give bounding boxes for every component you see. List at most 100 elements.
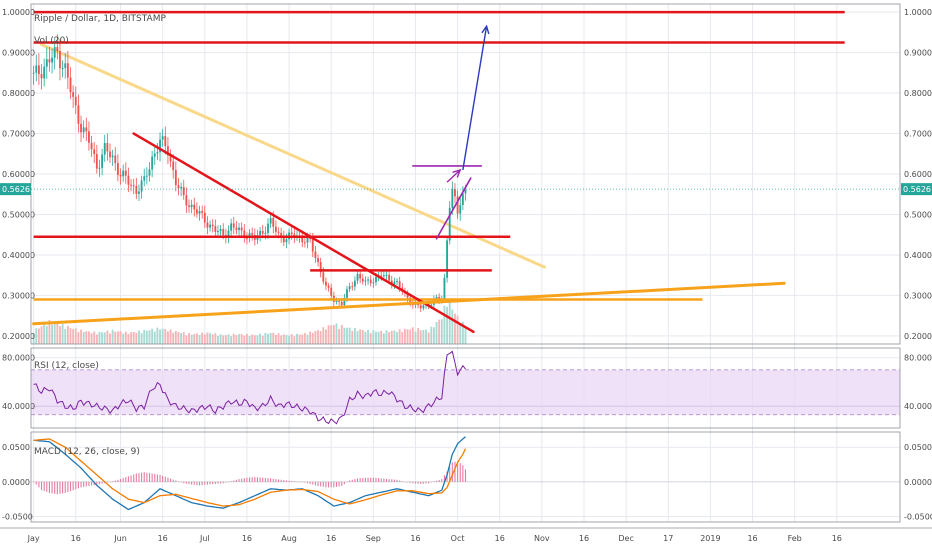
macd-histogram-bar (275, 479, 277, 482)
macd-histogram-bar (264, 477, 266, 482)
volume-bar (206, 332, 209, 344)
macd-histogram-bar (338, 481, 340, 487)
x-tick-label: 16 (242, 534, 252, 543)
macd-histogram-bar (351, 479, 353, 482)
macd-histogram-bar (341, 481, 343, 486)
macd-histogram-bar (449, 466, 451, 482)
macd-histogram-bar (143, 472, 145, 482)
macd-histogram-bar (238, 479, 240, 482)
volume-bar (124, 331, 127, 344)
rsi-band (31, 369, 900, 415)
macd-histogram-bar (301, 481, 303, 483)
candle-body (222, 229, 225, 236)
candle-body (82, 127, 85, 133)
x-tick-label: Aug (281, 534, 297, 543)
macd-histogram-bar (101, 481, 103, 484)
candle-body (238, 227, 240, 231)
macd-histogram-bar (370, 477, 372, 482)
volume-bar (232, 333, 235, 344)
volume-bar (211, 334, 214, 344)
volume-bar (404, 328, 406, 344)
candle-body (409, 297, 412, 305)
macd-histogram-bar (314, 481, 316, 486)
macd-histogram-bar (312, 481, 314, 485)
volume-bar (243, 335, 246, 344)
macd-histogram-bar (62, 481, 64, 494)
macd-histogram-bar (48, 481, 50, 493)
candle-body (246, 238, 248, 240)
macd-histogram-bar (412, 481, 414, 484)
candle-body (264, 232, 267, 234)
candle-body (343, 297, 346, 306)
candle-body (140, 180, 143, 192)
candle-body (169, 155, 172, 162)
macd-histogram-bar (333, 481, 335, 488)
volume-bar (132, 331, 135, 344)
macd-histogram-bar (320, 481, 322, 487)
macd-histogram-bar (185, 481, 187, 484)
rsi-line (33, 350, 466, 425)
candle-body (48, 59, 51, 63)
macd-histogram-bar (354, 479, 356, 482)
candle-body (375, 276, 377, 283)
volume-bar (156, 327, 159, 344)
macd-histogram-bar (64, 481, 66, 493)
candle-body (56, 47, 59, 52)
y-tick-label-left: -0.0500 (2, 512, 33, 521)
volume-bar (440, 319, 443, 344)
macd-histogram-bar (117, 479, 119, 482)
candle-body (306, 237, 309, 243)
purple-trend-line (435, 177, 472, 240)
candle-body (353, 280, 356, 287)
candle-body (435, 296, 438, 300)
macd-histogram-bar (443, 475, 445, 482)
macd-histogram-bar (435, 480, 438, 482)
macd-histogram-bar (193, 481, 195, 485)
volume-bar (325, 329, 327, 344)
macd-histogram-bar (162, 475, 164, 482)
y-tick-label-right: 0.0500 (904, 443, 932, 452)
macd-histogram-bar (359, 478, 361, 482)
macd-histogram-bar (191, 481, 193, 485)
volume-bar (153, 331, 156, 344)
macd-histogram-bar (280, 479, 282, 482)
candle-body (388, 274, 391, 281)
blue-target-arrow (462, 26, 488, 171)
macd-histogram-bar (304, 481, 306, 483)
macd-histogram-bar (259, 477, 261, 482)
volume-bar (82, 332, 85, 344)
volume-bar (159, 329, 161, 344)
x-tick-label: Dec (618, 534, 633, 543)
x-tick-label: Oct (451, 534, 465, 543)
volume-bar (45, 325, 48, 344)
volume-bar (359, 329, 362, 344)
volume-bar (454, 313, 456, 344)
volume-bar (114, 331, 117, 344)
y-tick-label-right: 0.60000 (904, 170, 932, 179)
current-price-badge-left-text: 0.56261 (2, 185, 35, 194)
volume-bar (238, 334, 240, 344)
volume-bar (425, 329, 427, 344)
volume-label: Vol (20) (34, 36, 69, 46)
candle-body (443, 277, 446, 300)
candle-body (396, 281, 398, 283)
x-tick-label: 17 (663, 534, 673, 543)
purple-arrow-head (452, 168, 462, 178)
volume-bar (285, 334, 288, 344)
macd-histogram-bar (164, 476, 166, 482)
candle-body (335, 300, 338, 302)
volume-bar (98, 331, 101, 344)
volume-bar (40, 326, 43, 344)
macd-histogram-bar (127, 476, 129, 482)
candle-body (309, 237, 312, 240)
candle-body (314, 251, 317, 259)
x-tick-label: 16 (158, 534, 168, 543)
macd-histogram-bar (349, 480, 351, 482)
macd-histogram-bar (362, 477, 364, 482)
candle-body (145, 175, 148, 177)
candle-body (243, 230, 246, 239)
volume-bar (222, 335, 225, 344)
macd-histogram-bar (170, 478, 172, 482)
macd-histogram-bar (399, 480, 401, 482)
